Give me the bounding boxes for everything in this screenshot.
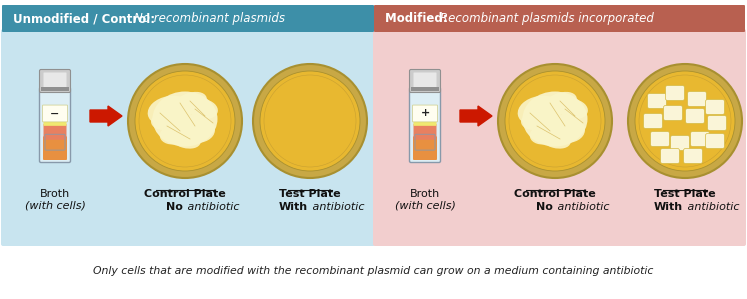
- FancyBboxPatch shape: [2, 5, 374, 32]
- FancyBboxPatch shape: [40, 88, 70, 162]
- Ellipse shape: [253, 64, 367, 178]
- FancyBboxPatch shape: [686, 109, 704, 123]
- Text: −: −: [50, 109, 60, 118]
- FancyBboxPatch shape: [666, 86, 684, 100]
- FancyBboxPatch shape: [414, 115, 436, 126]
- FancyBboxPatch shape: [43, 124, 66, 140]
- Ellipse shape: [505, 71, 605, 171]
- Text: +: +: [421, 109, 430, 118]
- Text: (with cells): (with cells): [394, 201, 456, 211]
- FancyArrow shape: [90, 106, 122, 126]
- Ellipse shape: [160, 121, 194, 144]
- Ellipse shape: [152, 91, 217, 147]
- Ellipse shape: [521, 112, 549, 130]
- Text: Control Plate: Control Plate: [144, 189, 226, 199]
- FancyBboxPatch shape: [690, 132, 710, 147]
- Ellipse shape: [628, 64, 742, 178]
- FancyBboxPatch shape: [1, 29, 375, 246]
- Text: antibiotic: antibiotic: [554, 202, 610, 212]
- FancyBboxPatch shape: [412, 105, 438, 122]
- FancyBboxPatch shape: [43, 72, 66, 89]
- FancyBboxPatch shape: [40, 69, 70, 92]
- Text: With: With: [279, 202, 308, 212]
- Ellipse shape: [170, 129, 201, 149]
- Ellipse shape: [545, 115, 585, 143]
- FancyBboxPatch shape: [43, 115, 66, 126]
- Text: With: With: [654, 202, 683, 212]
- FancyBboxPatch shape: [409, 69, 441, 92]
- FancyBboxPatch shape: [43, 136, 67, 160]
- FancyBboxPatch shape: [705, 133, 725, 149]
- Text: Recombinant plasmids incorporated: Recombinant plasmids incorporated: [440, 12, 654, 25]
- Text: antibiotic: antibiotic: [184, 202, 240, 212]
- FancyBboxPatch shape: [414, 72, 436, 89]
- Text: Broth: Broth: [410, 189, 440, 199]
- Ellipse shape: [151, 112, 179, 130]
- FancyBboxPatch shape: [687, 91, 707, 106]
- Text: Broth: Broth: [40, 189, 70, 199]
- Ellipse shape: [543, 92, 577, 114]
- FancyBboxPatch shape: [43, 105, 67, 122]
- Ellipse shape: [173, 92, 207, 114]
- Text: (with cells): (with cells): [25, 201, 85, 211]
- Text: antibiotic: antibiotic: [309, 202, 365, 212]
- Text: Test Plate: Test Plate: [654, 189, 716, 199]
- Ellipse shape: [135, 71, 235, 171]
- FancyBboxPatch shape: [414, 124, 436, 140]
- FancyBboxPatch shape: [705, 100, 725, 115]
- FancyBboxPatch shape: [374, 5, 745, 32]
- Text: Test Plate: Test Plate: [279, 189, 341, 199]
- FancyBboxPatch shape: [643, 114, 663, 129]
- FancyBboxPatch shape: [648, 94, 666, 109]
- Ellipse shape: [260, 71, 360, 171]
- Text: antibiotic: antibiotic: [684, 202, 740, 212]
- Ellipse shape: [498, 64, 612, 178]
- Ellipse shape: [539, 129, 571, 149]
- Ellipse shape: [522, 91, 587, 147]
- Text: Only cells that are modified with the recombinant plasmid can grow on a medium c: Only cells that are modified with the re…: [93, 266, 653, 276]
- Ellipse shape: [188, 99, 218, 119]
- Ellipse shape: [175, 115, 215, 143]
- FancyBboxPatch shape: [41, 87, 69, 91]
- FancyBboxPatch shape: [651, 132, 669, 147]
- FancyBboxPatch shape: [684, 149, 702, 164]
- FancyArrow shape: [460, 106, 492, 126]
- Text: Modified:: Modified:: [385, 12, 452, 25]
- FancyBboxPatch shape: [373, 29, 746, 246]
- Text: No recombinant plasmids: No recombinant plasmids: [134, 12, 285, 25]
- Ellipse shape: [518, 96, 562, 126]
- Text: Unmodified / Control:: Unmodified / Control:: [13, 12, 159, 25]
- FancyBboxPatch shape: [411, 87, 439, 91]
- Text: No: No: [166, 202, 183, 212]
- FancyBboxPatch shape: [671, 135, 689, 150]
- FancyBboxPatch shape: [409, 88, 441, 162]
- FancyBboxPatch shape: [660, 149, 680, 164]
- Ellipse shape: [635, 71, 735, 171]
- FancyBboxPatch shape: [707, 115, 727, 130]
- Ellipse shape: [530, 121, 564, 144]
- Ellipse shape: [558, 99, 588, 119]
- Ellipse shape: [148, 96, 192, 126]
- Ellipse shape: [128, 64, 242, 178]
- FancyBboxPatch shape: [413, 136, 437, 160]
- Text: Control Plate: Control Plate: [514, 189, 596, 199]
- Text: No: No: [536, 202, 553, 212]
- FancyBboxPatch shape: [663, 106, 683, 120]
